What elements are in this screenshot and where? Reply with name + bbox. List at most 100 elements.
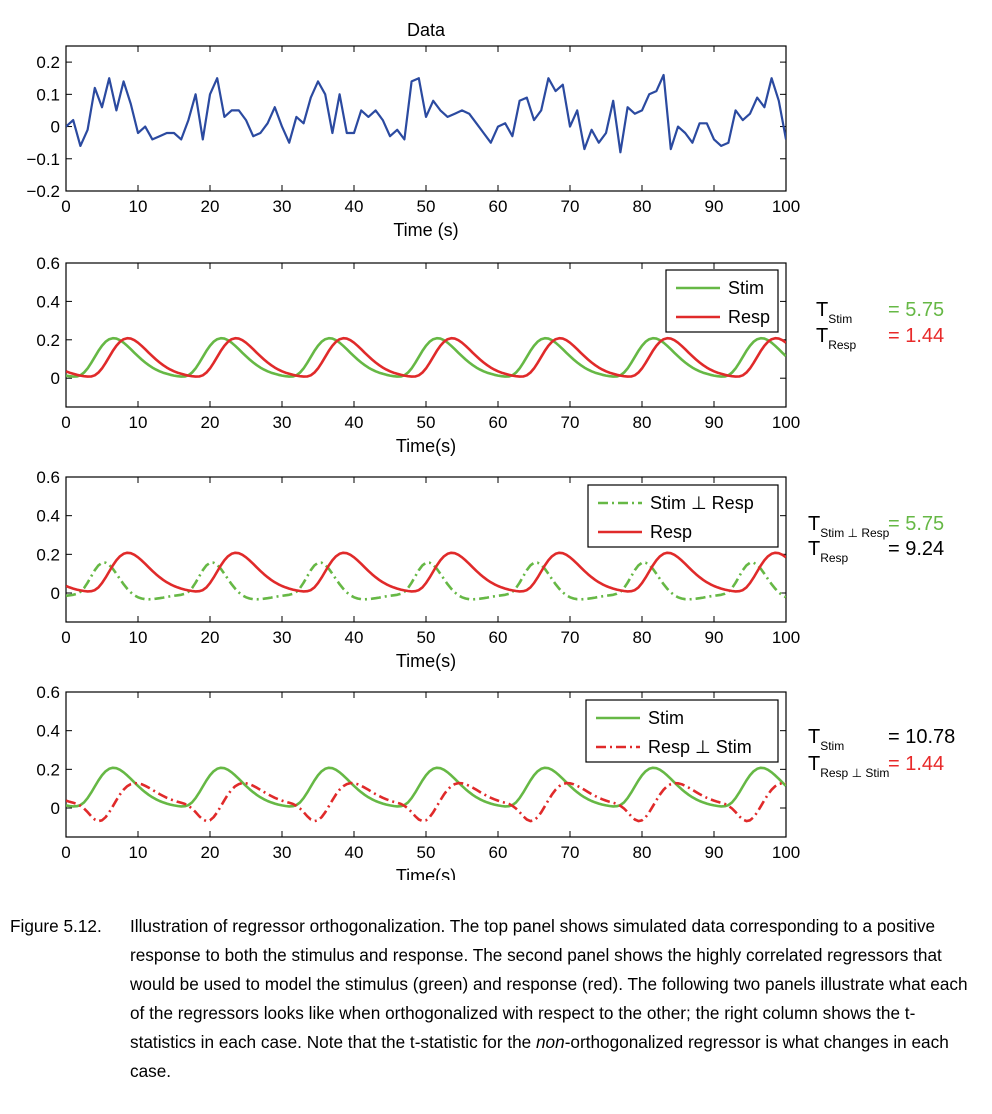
stat-value: = 10.78	[888, 726, 955, 748]
chart-panel-2: 0 10 20 30 40 50 60 70 80 90 100 0 0.2 0.4 0.6 Time(s) S…	[36, 254, 944, 456]
figure-caption: Figure 5.12. Illustration of regressor o…	[10, 912, 970, 1086]
stat-value: = 1.44	[888, 753, 944, 775]
series-line-resp	[66, 551, 786, 593]
series-line-resp-stim	[66, 781, 786, 823]
x-tick-label: 0	[61, 413, 70, 432]
x-tick-label: 10	[129, 843, 148, 862]
y-tick-label: −0.2	[26, 182, 60, 201]
x-tick-label: 30	[273, 843, 292, 862]
x-tick-label: 20	[201, 413, 220, 432]
x-tick-label: 30	[273, 197, 292, 216]
x-tick-label: 80	[633, 628, 652, 647]
x-tick-label: 50	[417, 628, 436, 647]
x-tick-label: 10	[129, 197, 148, 216]
x-tick-label: 60	[489, 413, 508, 432]
x-tick-label: 80	[633, 197, 652, 216]
legend-label: Stim	[728, 278, 764, 298]
stat-label: TStim ⊥ Resp	[808, 513, 890, 540]
caption-text: Illustration of regressor orthogonalizat…	[130, 916, 968, 1052]
legend-box	[665, 269, 779, 333]
x-tick-label: 70	[561, 843, 580, 862]
stat-value: = 5.75	[888, 299, 944, 321]
x-tick-label: 50	[417, 843, 436, 862]
legend: Stim ⊥ Resp Resp	[587, 484, 779, 548]
y-tick-label: 0.1	[36, 85, 60, 104]
x-tick-label: 100	[772, 843, 800, 862]
y-tick-label: 0.4	[36, 292, 60, 311]
x-tick-label: 40	[345, 843, 364, 862]
legend: Stim Resp ⊥ Stim	[585, 699, 779, 763]
legend-box	[587, 484, 779, 548]
stat-label: TStim	[816, 299, 852, 326]
x-tick-label: 10	[129, 628, 148, 647]
stat-value: = 5.75	[888, 513, 944, 535]
x-tick-label: 90	[705, 413, 724, 432]
x-tick-label: 60	[489, 628, 508, 647]
y-tick-label: 0.2	[36, 545, 60, 564]
x-tick-label: 20	[201, 843, 220, 862]
stat-label: TStim	[808, 726, 844, 753]
x-axis-label: Time(s)	[396, 866, 456, 880]
x-tick-label: 0	[61, 843, 70, 862]
x-tick-label: 70	[561, 628, 580, 647]
chart-panel-3: 0 10 20 30 40 50 60 70 80 90 100 0 0.2 0.4 0.6 Time(s) S…	[36, 468, 944, 671]
x-tick-label: 90	[705, 628, 724, 647]
x-tick-label: 70	[561, 413, 580, 432]
legend-box	[585, 699, 779, 763]
legend: Stim Resp	[665, 269, 779, 333]
y-tick-label: 0.2	[36, 760, 60, 779]
x-tick-label: 0	[61, 197, 70, 216]
stat-label: TResp	[808, 538, 849, 565]
chart-panel-4: 0 10 20 30 40 50 60 70 80 90 100 0 0.2 0.4 0.6 Time(s) S…	[36, 683, 955, 880]
x-tick-label: 40	[345, 413, 364, 432]
x-tick-label: 10	[129, 413, 148, 432]
x-tick-label: 100	[772, 413, 800, 432]
x-tick-label: 100	[772, 197, 800, 216]
series-line-resp	[66, 336, 786, 378]
y-tick-label: 0	[51, 584, 60, 603]
x-tick-label: 40	[345, 197, 364, 216]
x-tick-label: 80	[633, 843, 652, 862]
stat-label: TResp ⊥ Stim	[808, 753, 889, 780]
x-tick-label: 90	[705, 197, 724, 216]
y-tick-label: 0.4	[36, 722, 60, 741]
x-tick-label: 60	[489, 843, 508, 862]
series-line-data	[66, 73, 786, 154]
y-tick-label: −0.1	[26, 150, 60, 169]
x-tick-label: 20	[201, 197, 220, 216]
caption-text-end: -orthogonalized regressor is what change…	[130, 1032, 949, 1081]
y-tick-label: 0	[51, 799, 60, 818]
x-tick-label: 60	[489, 197, 508, 216]
x-tick-label: 30	[273, 413, 292, 432]
y-tick-label: 0.2	[36, 331, 60, 350]
series-line-stim	[66, 766, 786, 808]
y-tick-label: 0.6	[36, 683, 60, 702]
y-tick-label: 0	[51, 369, 60, 388]
x-tick-label: 70	[561, 197, 580, 216]
x-axis-label: Time (s)	[393, 220, 458, 240]
caption-body: Illustration of regressor orthogonalizat…	[130, 912, 970, 1086]
legend-label: Resp	[728, 307, 770, 327]
x-axis-label: Time(s)	[396, 436, 456, 456]
series-line-stim-resp	[66, 561, 786, 601]
x-tick-label: 50	[417, 413, 436, 432]
y-tick-label: 0	[51, 118, 60, 137]
x-tick-label: 20	[201, 628, 220, 647]
figure-panels: 0 10 20 30 40 50 60 70 80 90 100−0.2−0.100.10.2Dat…	[26, 20, 955, 880]
x-tick-label: 50	[417, 197, 436, 216]
legend-label: Stim ⊥ Resp	[650, 493, 754, 513]
chart-title: Data	[407, 20, 446, 40]
legend-label: Stim	[648, 708, 684, 728]
chart-panel-1: 0 10 20 30 40 50 60 70 80 90 100 −0.2 −0.1 0 0.1 0.2 Dat…	[26, 20, 800, 240]
stat-label: TResp	[816, 325, 857, 352]
y-tick-label: 0.4	[36, 507, 60, 526]
x-tick-label: 30	[273, 628, 292, 647]
x-axis-label: Time(s)	[396, 651, 456, 671]
y-tick-label: 0.6	[36, 468, 60, 487]
x-tick-label: 40	[345, 628, 364, 647]
stat-value: = 1.44	[888, 325, 944, 347]
y-tick-label: 0.6	[36, 254, 60, 273]
x-tick-label: 100	[772, 628, 800, 647]
caption-label: Figure 5.12.	[10, 916, 102, 936]
x-tick-label: 80	[633, 413, 652, 432]
